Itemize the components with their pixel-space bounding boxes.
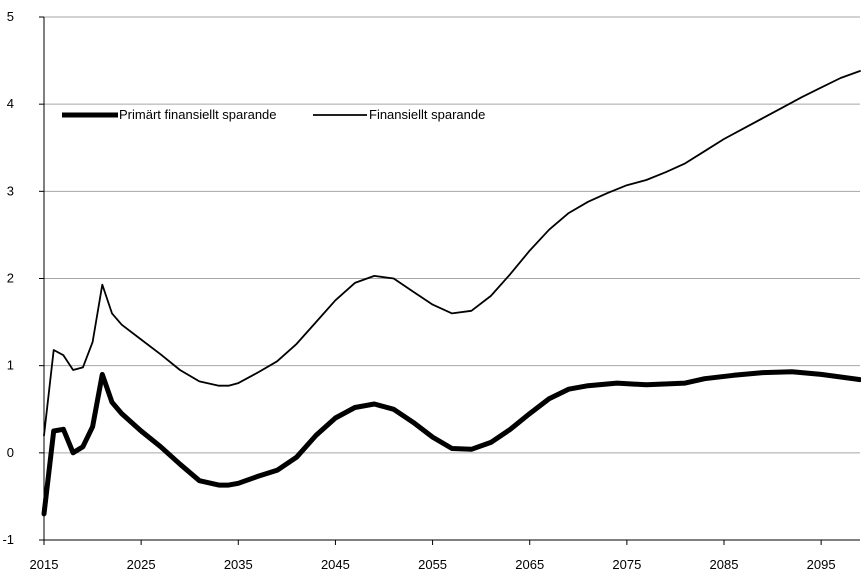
x-tick-label: 2095 (807, 557, 836, 572)
x-tick-label: 2085 (710, 557, 739, 572)
series-line-finansiellt-sparande (43, 70, 861, 437)
x-tick-label: 2065 (515, 557, 544, 572)
legend: Primärt finansiellt sparande Finansiellt… (62, 107, 485, 122)
y-tick-label: 0 (7, 445, 14, 460)
y-tick-label: 4 (7, 96, 14, 111)
legend-label-finansiellt: Finansiellt sparande (369, 107, 485, 122)
x-tick-label: 2015 (30, 557, 59, 572)
axes (39, 16, 860, 545)
y-tick-label: -1 (2, 532, 14, 547)
series-lines (41, 70, 861, 517)
x-tick-label: 2045 (321, 557, 350, 572)
x-tick-label: 2025 (127, 557, 156, 572)
y-tick-label: 3 (7, 183, 14, 198)
x-tick-label: 2035 (224, 557, 253, 572)
legend-label-primart: Primärt finansiellt sparande (119, 107, 277, 122)
x-tick-label: 2075 (612, 557, 641, 572)
y-tick-label: 2 (7, 271, 14, 286)
grid-lines (44, 16, 860, 454)
series-line-primart-finansiellt-sparande (41, 369, 861, 517)
y-tick-label: 5 (7, 9, 14, 24)
x-tick-label: 2055 (418, 557, 447, 572)
y-tick-labels: -1 0 1 2 3 4 5 (2, 9, 14, 547)
y-tick-label: 1 (7, 358, 14, 373)
x-tick-labels: 2015 2025 2035 2045 2055 2065 2075 2085 2095 (30, 557, 836, 572)
